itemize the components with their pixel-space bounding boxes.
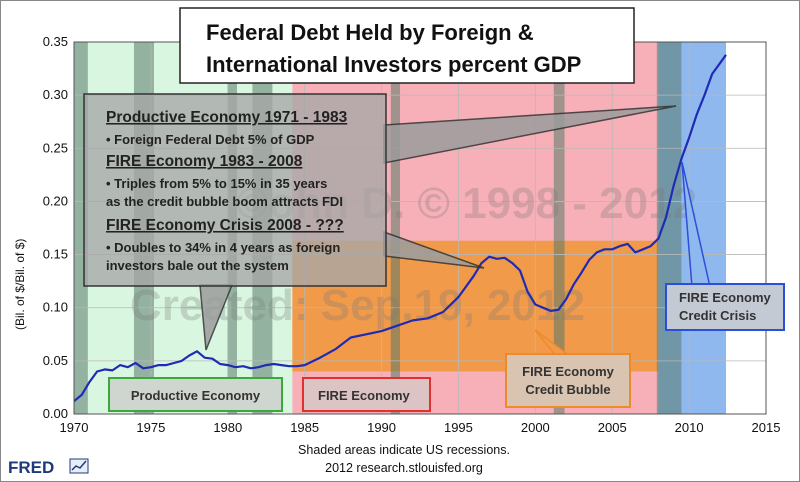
y-axis-label: (Bil. of $/Bil. of $)	[13, 239, 27, 330]
callout-heading-3: FIRE Economy Crisis 2008 - ???	[106, 217, 344, 234]
fred-logo-text: FRED	[8, 458, 54, 477]
chart-title-line-2: International Investors percent GDP	[206, 52, 581, 77]
recession-bar-5	[390, 42, 401, 414]
bubble-label: FIRE Economy Credit Bubble	[505, 353, 631, 408]
y-tick-label-1: 0.05	[43, 353, 68, 368]
footnote-recessions: Shaded areas indicate US recessions.	[298, 443, 510, 457]
crisis-label-line-2: Credit Crisis	[679, 308, 756, 323]
callout-line-2: • Triples from 5% to 15% in 35 years	[106, 176, 327, 191]
crisis-label: FIRE Economy Credit Crisis	[665, 283, 785, 331]
callout-line-4: • Doubles to 34% in 4 years as foreign	[106, 240, 340, 255]
x-tick-label-6: 2000	[521, 420, 550, 435]
x-tick-label-7: 2005	[598, 420, 627, 435]
productive-label: Productive Economy	[108, 377, 283, 412]
title-box: Federal Debt Held by Foreign & Internati…	[179, 7, 635, 84]
y-tick-label-5: 0.25	[43, 140, 68, 155]
y-tick-label-4: 0.20	[43, 193, 68, 208]
chart-title-line-1: Federal Debt Held by Foreign &	[206, 20, 534, 45]
series-line	[73, 54, 727, 403]
y-tick-label-6: 0.30	[43, 87, 68, 102]
x-tick-label-0: 1970	[60, 420, 89, 435]
fire-label: FIRE Economy	[302, 377, 431, 412]
x-tick-label-1: 1975	[136, 420, 165, 435]
x-tick-label-8: 2010	[675, 420, 704, 435]
bubble-label-line-2: Credit Bubble	[525, 382, 610, 397]
x-tick-label-2: 1980	[213, 420, 242, 435]
series-line-0	[73, 54, 727, 403]
x-tick-label-3: 1985	[290, 420, 319, 435]
y-tick-label-2: 0.10	[43, 300, 68, 315]
x-tick-label-5: 1995	[444, 420, 473, 435]
fred-logo-chart-icon	[69, 458, 89, 474]
callout-heading-1: Productive Economy 1971 - 1983	[106, 109, 348, 126]
x-tick-label-9: 2015	[752, 420, 781, 435]
recession-bar-6	[553, 42, 565, 414]
callout-line-5: investors bale out the system	[106, 258, 289, 273]
crisis-label-line-1: FIRE Economy	[679, 290, 772, 305]
callout-line-1: • Foreign Federal Debt 5% of GDP	[106, 132, 315, 147]
fire-label-text: FIRE Economy	[318, 388, 411, 403]
bubble-label-line-1: FIRE Economy	[522, 364, 615, 379]
footnote-source: 2012 research.stlouisfed.org	[325, 461, 483, 475]
callout-box: Productive Economy 1971 - 1983 • Foreign…	[83, 93, 387, 287]
callout-line-3: as the credit bubble boom attracts FDI	[106, 194, 343, 209]
y-tick-label-7: 0.35	[43, 34, 68, 49]
axes: 0.00 0.05 0.10 0.15 0.20 0.25 0.30 0.35 1970 1975…	[43, 34, 781, 435]
productive-label-text: Productive Economy	[131, 388, 261, 403]
fred-logo: FRED	[8, 458, 89, 477]
callout-heading-2: FIRE Economy 1983 - 2008	[106, 153, 303, 170]
watermark-line-2: Created: Sep.19, 2012	[130, 281, 585, 330]
callout-arrows	[199, 105, 677, 351]
y-tick-label-3: 0.15	[43, 247, 68, 262]
x-tick-label-4: 1990	[367, 420, 396, 435]
y-tick-label-0: 0.00	[43, 406, 68, 421]
recession-bar-7	[656, 42, 682, 414]
